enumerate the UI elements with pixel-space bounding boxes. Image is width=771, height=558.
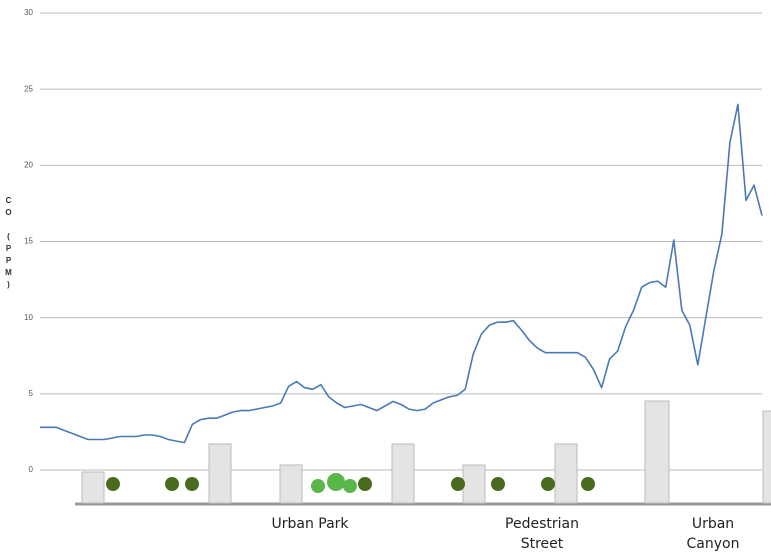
building	[644, 400, 670, 504]
annotation: Urban Canyon	[686, 516, 740, 552]
annotation: Urban Park	[271, 516, 349, 532]
building	[279, 464, 303, 504]
building	[208, 443, 232, 504]
building	[81, 471, 105, 504]
y-tick-label: 0	[29, 465, 34, 474]
y-tick-label: 5	[29, 389, 34, 398]
y-tick-label: 20	[24, 160, 33, 169]
y-tick-label: 15	[24, 237, 33, 246]
y-tick-label: 10	[24, 313, 33, 322]
annotation: Pedestrian Street	[505, 516, 579, 552]
scenery	[75, 400, 771, 506]
y-tick-label: 25	[24, 84, 33, 93]
building	[554, 443, 578, 504]
building	[391, 443, 415, 504]
building	[762, 410, 771, 504]
y-axis-label: CO (PPM)	[4, 196, 13, 292]
data-line	[40, 103, 763, 444]
y-tick-label: 30	[24, 8, 33, 17]
building	[462, 464, 486, 504]
